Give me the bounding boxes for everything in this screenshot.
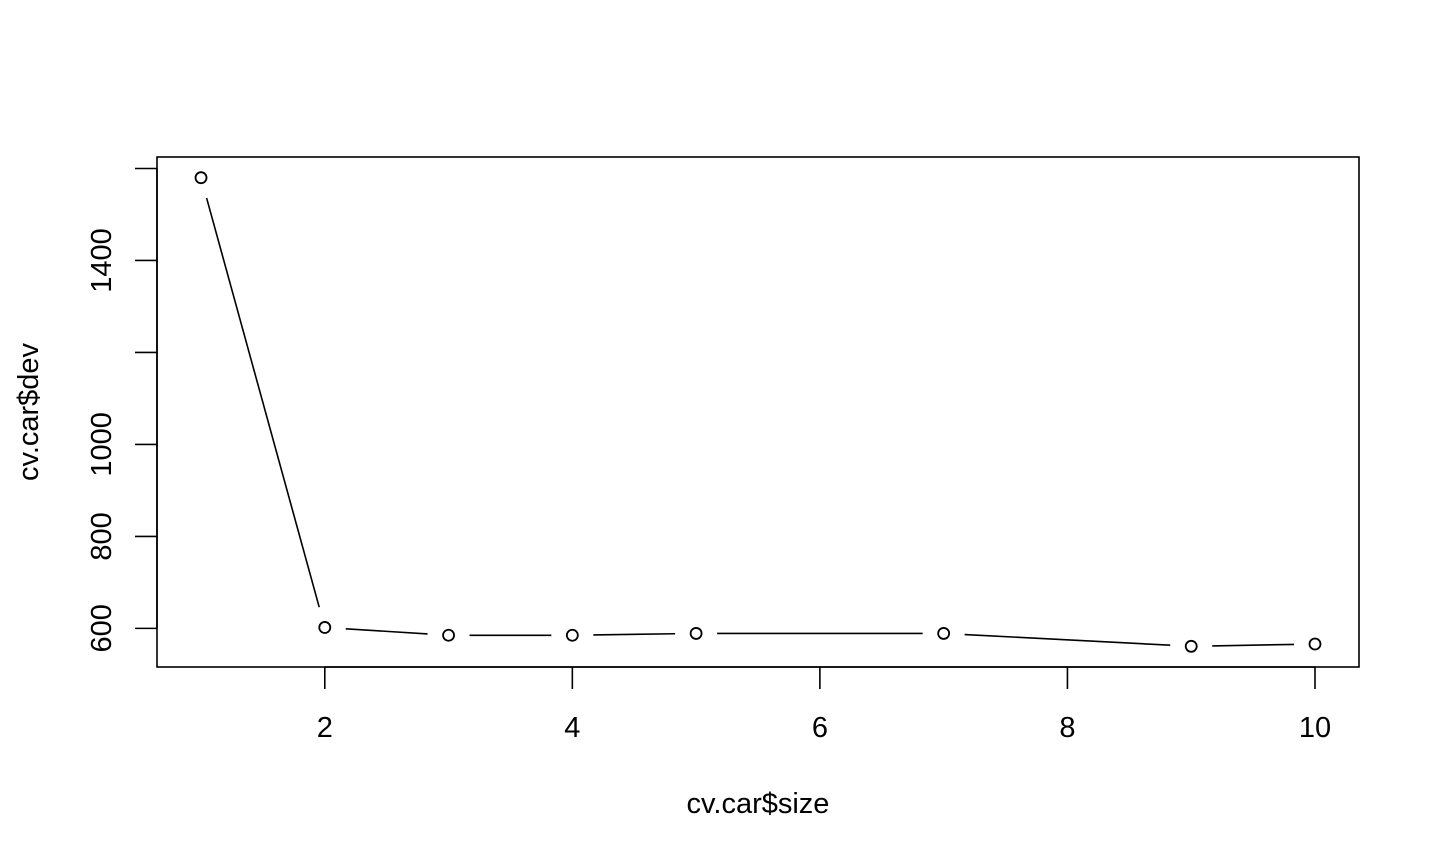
x-axis: 2 4 6 8 10: [317, 666, 1331, 744]
data-point: [442, 628, 455, 642]
x-tick-label: 2: [317, 712, 333, 744]
y-axis-label: cv.car$dev: [13, 342, 45, 481]
y-tick-label: 1000: [86, 412, 118, 477]
y-tick-label: 600: [86, 604, 118, 652]
x-tick-label: 6: [812, 712, 828, 744]
data-point: [937, 627, 951, 640]
series-line: [205, 197, 1295, 647]
line-segment: [345, 627, 428, 635]
y-axis: 600 800 1000 1400: [86, 167, 158, 653]
y-tick-label: 800: [86, 512, 118, 560]
data-point: [1184, 639, 1198, 653]
line-segment: [964, 633, 1171, 647]
data-point: [1308, 637, 1322, 651]
line-segment: [205, 197, 320, 608]
data-point: [318, 621, 332, 634]
line-segment: [1212, 643, 1295, 647]
line-segment: [593, 632, 676, 636]
x-tick-label: 4: [564, 712, 580, 744]
data-point: [689, 627, 703, 640]
x-axis-label: cv.car$size: [687, 788, 830, 820]
x-tick-label: 8: [1059, 712, 1075, 744]
plot-frame: [156, 156, 1360, 668]
series-points: [194, 171, 1322, 653]
data-point: [194, 171, 208, 185]
x-tick-label: 10: [1299, 712, 1331, 744]
data-point: [565, 628, 579, 642]
y-tick-label: 1400: [86, 228, 118, 293]
